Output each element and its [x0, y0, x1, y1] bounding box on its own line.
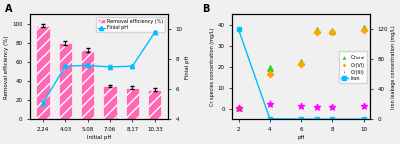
Cr(VI): [360, 29, 367, 31]
Cr(III): [360, 105, 367, 107]
Bar: [81, 50, 94, 119]
Cr$_{total}$: [298, 60, 304, 63]
iron: [268, 118, 272, 120]
Bar: [59, 43, 72, 119]
Bar: [126, 88, 139, 119]
Cr(III): [314, 106, 320, 108]
Text: A: A: [5, 4, 13, 14]
iron: [361, 118, 366, 120]
iron: [236, 29, 241, 30]
Cr$_{total}$: [314, 29, 320, 31]
Cr$_{total}$: [267, 67, 273, 69]
Y-axis label: Cr species concentration (mg/L): Cr species concentration (mg/L): [210, 28, 215, 106]
Cr$_{total}$: [235, 107, 242, 109]
X-axis label: pH: pH: [297, 135, 305, 140]
Y-axis label: Removal efficiency (%): Removal efficiency (%): [4, 35, 9, 99]
iron: [299, 118, 304, 120]
Cr(III): [235, 107, 242, 110]
Cr(VI): [267, 73, 273, 75]
Legend: Removal efficiency (%), Finial pH: Removal efficiency (%), Finial pH: [96, 17, 165, 32]
Y-axis label: Finial pH: Finial pH: [185, 55, 190, 79]
Cr(VI): [314, 31, 320, 33]
Line: iron: iron: [236, 27, 366, 121]
Cr(III): [298, 105, 304, 108]
Cr$_{total}$: [329, 30, 336, 32]
Text: B: B: [202, 4, 209, 14]
Cr(VI): [235, 107, 242, 109]
X-axis label: Initial pH: Initial pH: [86, 135, 111, 140]
Bar: [148, 90, 162, 119]
iron: [330, 118, 335, 120]
Cr(VI): [329, 31, 336, 33]
Bar: [36, 26, 50, 119]
Cr(III): [267, 103, 273, 105]
Cr(III): [329, 106, 336, 108]
Cr$_{total}$: [360, 27, 367, 29]
iron: [314, 118, 319, 120]
Cr(VI): [298, 63, 304, 65]
Bar: [103, 86, 117, 119]
Legend: Cr$_{total}$, Cr(VI), Cr(III), iron: Cr$_{total}$, Cr(VI), Cr(III), iron: [339, 51, 368, 83]
Y-axis label: Iron leakage concentration (mg/L): Iron leakage concentration (mg/L): [391, 25, 396, 109]
